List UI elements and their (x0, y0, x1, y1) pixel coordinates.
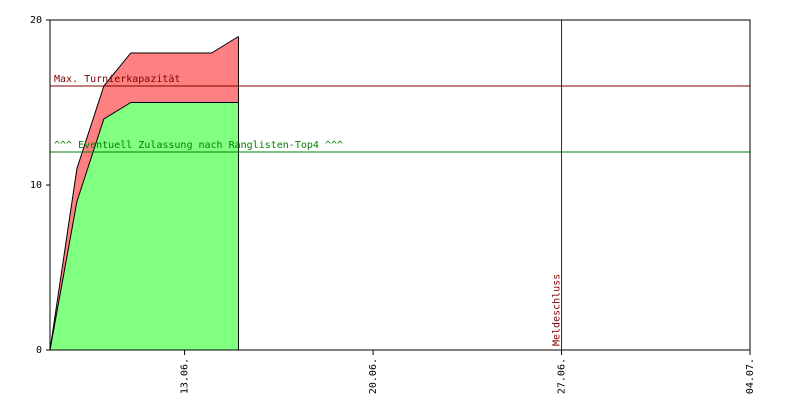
area (50, 102, 239, 350)
area-outline (49, 36, 239, 351)
y-tick-label: 0 (36, 345, 42, 356)
x-tick-label: 27.06. (557, 358, 568, 394)
reference-label: ^^^ Eventuell Zulassung nach Ranglisten-… (54, 140, 343, 151)
area-outline (49, 102, 239, 351)
y-tick-label: 20 (30, 15, 42, 26)
reference-label: Meldeschluss (552, 274, 563, 346)
x-tick-label: 04.07. (745, 358, 756, 394)
area (50, 36, 239, 350)
y-tick-label: 10 (30, 180, 42, 191)
reference-label: Max. Turnierkapazität (54, 74, 180, 85)
x-tick-label: 13.06. (180, 358, 191, 394)
x-tick-label: 20.06. (368, 358, 379, 394)
